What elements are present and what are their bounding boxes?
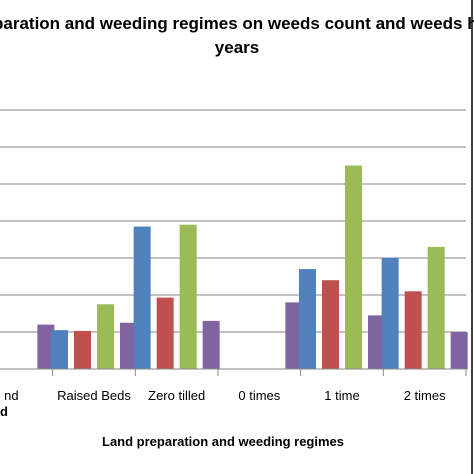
bar-2: [156, 297, 174, 369]
bar-2: [404, 291, 422, 369]
x-tick-label-cut: d: [0, 404, 8, 419]
x-tick-label: 1 time: [324, 388, 359, 403]
x-tick-label: 0 times: [238, 388, 280, 403]
chart-title-line-2: years: [214, 38, 260, 57]
bar-3: [427, 246, 445, 369]
bar-3: [97, 304, 114, 369]
x-axis-title: Land preparation and weeding regimes: [102, 434, 344, 449]
bar-4: [120, 322, 137, 369]
chart-title-line-1: paration and weeding regimes on weeds co…: [0, 14, 474, 33]
bar-1: [51, 330, 68, 369]
bar-4: [37, 324, 55, 369]
x-tick-label: Zero tilled: [148, 388, 205, 403]
bar-4: [285, 302, 303, 369]
bar-3: [345, 165, 362, 369]
x-tick-label: 2 times: [404, 388, 446, 403]
bar-2: [322, 280, 339, 369]
bar-2: [74, 330, 91, 369]
bar-1: [299, 269, 316, 369]
x-tick-label: nd: [4, 388, 18, 403]
x-tick-label: Raised Beds: [57, 388, 131, 403]
bar-1: [381, 258, 399, 369]
bar-4: [368, 315, 385, 369]
bar-1: [133, 226, 151, 369]
bar-3: [179, 224, 197, 369]
bar-4: [450, 332, 468, 369]
bar-4: [202, 320, 220, 369]
